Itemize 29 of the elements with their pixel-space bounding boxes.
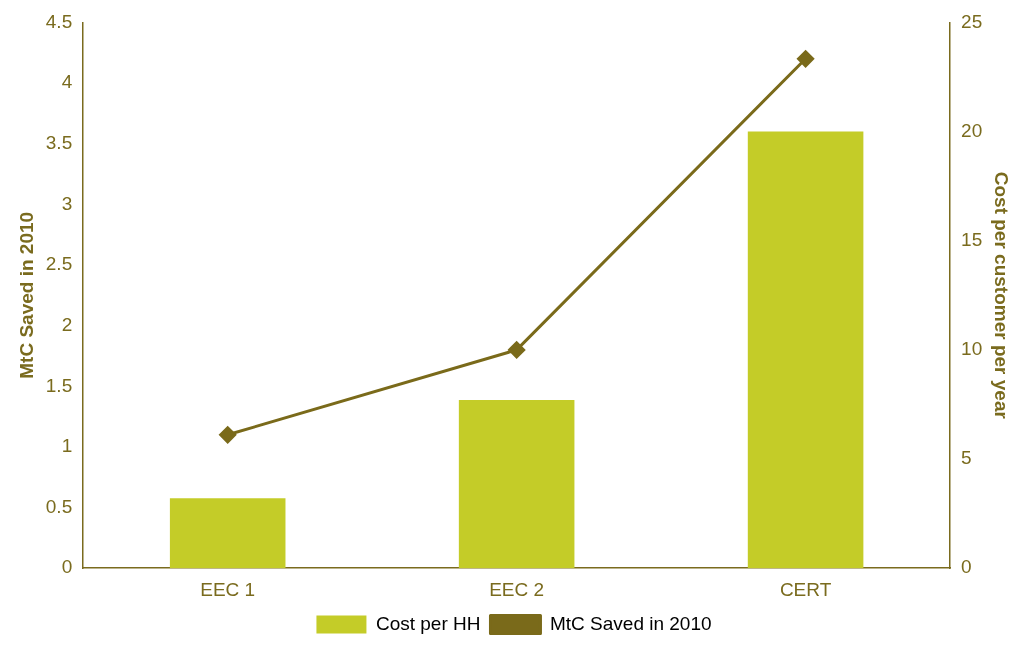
y-tick-label: 3.5 [45, 131, 73, 153]
y-tick-label: 4 [61, 71, 73, 93]
y-tick-label: 1.5 [45, 374, 73, 396]
y-tick-label: 2 [61, 313, 73, 335]
y2-tick-label: 20 [961, 119, 983, 141]
y2-tick-label: 10 [961, 338, 983, 360]
point [219, 426, 237, 444]
legend-label: Cost per HH [375, 612, 481, 634]
point [508, 341, 526, 359]
x-tick-label: CERT [779, 578, 832, 600]
y-tick-label: 0 [61, 556, 73, 578]
x-tick-label: EEC 1 [200, 578, 256, 600]
y-tick-label: 1 [61, 435, 73, 457]
y-tick-label: 4.5 [45, 10, 73, 32]
bar [747, 131, 864, 569]
y-tick-label: 0.5 [45, 495, 73, 517]
y2-tick-label: 0 [961, 556, 972, 578]
y2-tick-label: 25 [961, 10, 983, 32]
y2-tick-label: 15 [961, 228, 983, 250]
y-tick-label: 3 [61, 192, 73, 214]
y-tick-label: 2.5 [45, 253, 73, 275]
bar [169, 498, 286, 569]
y-axis-title: MtC Saved in 2010 [15, 211, 37, 379]
y2-axis-title: Cost per customer per year [991, 171, 1013, 420]
legend-label: MtC Saved in 2010 [549, 612, 712, 634]
x-tick-label: EEC 2 [489, 578, 545, 600]
point [797, 50, 815, 68]
y2-tick-label: 5 [961, 447, 972, 469]
bar [458, 400, 575, 569]
